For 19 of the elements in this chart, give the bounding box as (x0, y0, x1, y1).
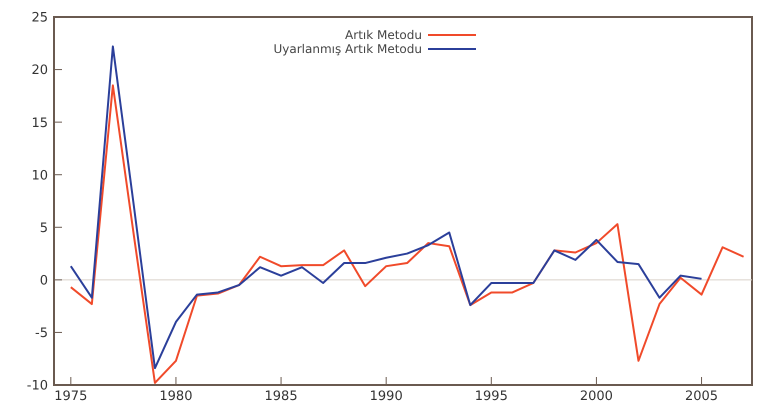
y-tick-label: 15 (31, 116, 48, 131)
y-tick-label: 25 (31, 10, 48, 26)
y-tick-label: 0 (40, 273, 48, 288)
y-tick-label: -10 (26, 378, 48, 394)
x-tick-label: 1990 (370, 389, 403, 404)
legend-label: Artık Metodu (344, 28, 422, 42)
x-tick-label: 2000 (580, 389, 613, 404)
y-tick-label: 5 (40, 220, 48, 236)
x-tick-label: 1975 (54, 389, 88, 404)
y-tick-label: 10 (31, 168, 48, 184)
y-tick-label: -5 (35, 326, 48, 342)
line-series (70, 84, 745, 384)
legend-label: Uyarlanmış Artık Metodu (272, 42, 422, 56)
x-tick-label: 1985 (264, 389, 298, 404)
y-tick-label: 20 (31, 63, 48, 78)
line-series (70, 45, 703, 370)
x-tick-label: 2005 (684, 389, 718, 404)
x-tick-label: 1995 (474, 389, 508, 404)
x-tick-label: 1980 (159, 389, 192, 404)
